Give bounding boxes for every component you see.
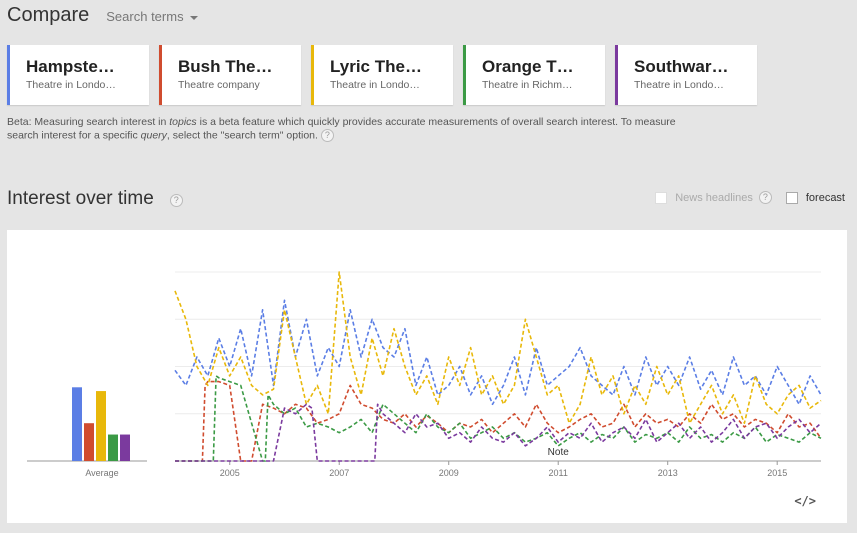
page-title: Compare bbox=[7, 4, 90, 26]
series-line bbox=[174, 299, 822, 406]
chart-panel: Average 2005 2007 2009 2011 2013 2015 Note </> bbox=[7, 230, 847, 523]
compare-header: Compare Search terms bbox=[7, 4, 198, 27]
term-name: Southwar… bbox=[634, 57, 729, 76]
news-headlines-help-icon[interactable]: ? bbox=[758, 191, 772, 204]
term-color-bar bbox=[7, 45, 10, 105]
average-bar bbox=[96, 391, 106, 461]
x-tick-label: 2009 bbox=[439, 468, 459, 478]
series-line bbox=[175, 403, 822, 462]
term-color-bar bbox=[159, 45, 162, 105]
beta-help-icon[interactable]: ? bbox=[320, 129, 334, 142]
average-bar bbox=[72, 387, 82, 461]
term-color-bar bbox=[311, 45, 314, 105]
average-label: Average bbox=[85, 468, 118, 478]
search-terms-dropdown[interactable]: Search terms bbox=[106, 9, 198, 24]
section-title: Interest over time bbox=[7, 188, 154, 209]
x-tick-label: 2011 bbox=[549, 468, 568, 478]
term-name: Lyric The… bbox=[330, 57, 422, 76]
beta-note-text-3: , select the "search term" option. bbox=[166, 129, 318, 142]
interest-over-time-heading: Interest over time ? bbox=[7, 188, 183, 210]
forecast-option: forecast bbox=[785, 191, 845, 204]
beta-note-text-2: is a beta feature which quickly provides… bbox=[7, 116, 676, 142]
chart-options: News headlines ? forecast bbox=[641, 191, 845, 204]
average-bar bbox=[120, 434, 130, 461]
search-terms-label: Search terms bbox=[106, 9, 184, 24]
term-color-bar bbox=[463, 45, 466, 105]
interest-over-time-chart: Average 2005 2007 2009 2011 2013 2015 Note bbox=[27, 271, 822, 478]
forecast-checkbox[interactable] bbox=[785, 191, 798, 204]
term-card-orange-tree[interactable]: Orange T… Theatre in Richm… bbox=[463, 45, 605, 105]
average-bar bbox=[84, 423, 94, 461]
forecast-label: forecast bbox=[805, 191, 845, 204]
term-subtitle: Theatre in Londo… bbox=[634, 79, 724, 91]
series-line bbox=[174, 271, 822, 424]
term-name: Hampste… bbox=[26, 57, 115, 76]
term-card-lyric[interactable]: Lyric The… Theatre in Londo… bbox=[311, 45, 453, 105]
term-subtitle: Theatre company bbox=[178, 79, 260, 91]
term-name: Orange T… bbox=[482, 57, 574, 76]
caret-down-icon bbox=[189, 15, 198, 20]
beta-note-query: query bbox=[140, 129, 167, 142]
term-card-southwark[interactable]: Southwar… Theatre in Londo… bbox=[615, 45, 757, 105]
series-line bbox=[175, 380, 822, 462]
beta-note-text-1: Beta: Measuring search interest in bbox=[7, 116, 170, 128]
news-headlines-option: News headlines ? bbox=[655, 191, 772, 204]
x-tick-label: 2013 bbox=[658, 468, 678, 478]
term-subtitle: Theatre in Richm… bbox=[482, 79, 573, 91]
term-card-hampstead[interactable]: Hampste… Theatre in Londo… bbox=[7, 45, 149, 105]
x-tick-label: 2005 bbox=[220, 468, 240, 478]
average-bar bbox=[108, 434, 118, 461]
term-subtitle: Theatre in Londo… bbox=[330, 79, 420, 91]
term-card-bush[interactable]: Bush The… Theatre company bbox=[159, 45, 301, 105]
x-tick-label: 2015 bbox=[767, 468, 787, 478]
term-color-bar bbox=[615, 45, 618, 105]
term-subtitle: Theatre in Londo… bbox=[26, 79, 116, 91]
beta-note: Beta: Measuring search interest in topic… bbox=[7, 116, 687, 142]
term-name: Bush The… bbox=[178, 57, 273, 76]
note-annotation: Note bbox=[548, 447, 570, 458]
beta-note-topics: topics bbox=[169, 116, 197, 128]
section-help-icon[interactable]: ? bbox=[169, 193, 183, 207]
term-cards: Hampste… Theatre in Londo… Bush The… The… bbox=[7, 45, 767, 105]
news-headlines-checkbox[interactable] bbox=[655, 191, 668, 204]
x-tick-label: 2007 bbox=[329, 468, 349, 478]
embed-code-icon[interactable]: </> bbox=[794, 494, 816, 508]
news-headlines-label: News headlines bbox=[675, 191, 753, 204]
